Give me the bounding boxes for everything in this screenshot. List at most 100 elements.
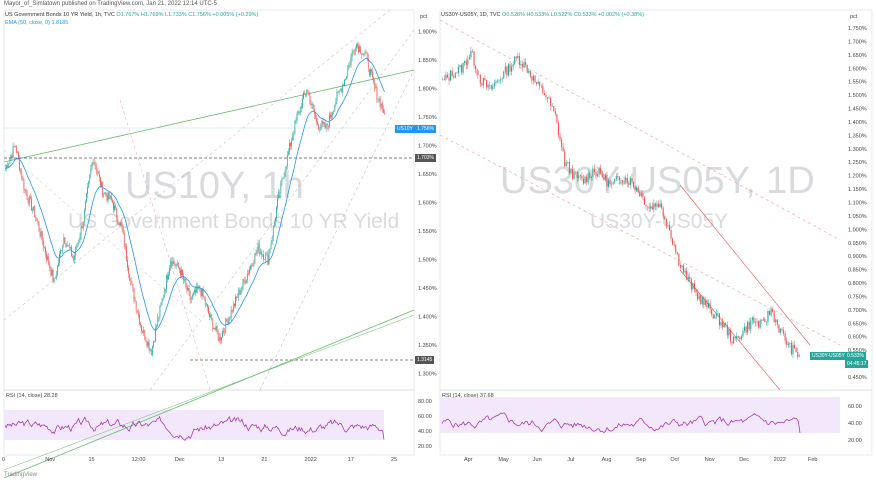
- candle-body: [322, 121, 324, 124]
- y-tick-label: 1.200%: [848, 174, 867, 180]
- candle-body: [132, 284, 134, 289]
- candle-body: [333, 111, 335, 113]
- candle-body: [545, 95, 547, 98]
- candle-body: [268, 252, 270, 265]
- candle-body: [456, 72, 458, 74]
- candle-body: [329, 114, 330, 127]
- candle-body: [707, 303, 710, 308]
- candle-body: [662, 208, 664, 217]
- candle-body: [349, 64, 351, 66]
- candle-body: [772, 309, 774, 313]
- left-legend: US Government Bonds 10 YR Yield, 1h, TVC…: [5, 11, 258, 27]
- candle-body: [109, 195, 111, 200]
- candle-body: [582, 178, 585, 184]
- candle-body: [289, 142, 290, 152]
- candle-body: [202, 289, 204, 297]
- x-tick-label: 21: [261, 457, 267, 463]
- candle-body: [657, 203, 660, 207]
- candle-body: [82, 222, 84, 229]
- candle-body: [622, 180, 624, 182]
- right-x-axis: Apr May Jun Jul Aug Sep Oct Nov Dec 2022 Feb: [464, 457, 817, 463]
- candle-body: [209, 313, 210, 318]
- candle-body: [507, 64, 509, 76]
- candle-body: [242, 279, 244, 288]
- candle-body: [611, 183, 613, 185]
- candle-body: [676, 252, 678, 254]
- rsi-tick-label: 60.00: [848, 404, 862, 410]
- candle-body: [184, 279, 186, 281]
- rsi-tick-label: 40.00: [848, 421, 862, 427]
- candle-body: [221, 337, 222, 341]
- candle-body: [743, 326, 746, 331]
- candle-body: [517, 55, 519, 59]
- candle-body: [62, 244, 64, 251]
- candle-body: [339, 89, 341, 91]
- candle-body: [240, 290, 242, 295]
- candle-body: [325, 124, 327, 129]
- candle-body: [637, 187, 639, 192]
- x-tick-label: 2022: [305, 457, 317, 463]
- candle-body: [277, 198, 278, 208]
- candle-body: [180, 270, 181, 276]
- candle-body: [194, 289, 195, 293]
- candle-body: [266, 254, 268, 256]
- candle-body: [167, 275, 168, 280]
- y-tick-label: 0.550%: [848, 348, 867, 354]
- candle-body: [25, 190, 27, 194]
- candle-body: [308, 91, 310, 96]
- candle-body: [230, 309, 232, 318]
- candle-body: [354, 48, 356, 52]
- candle-body: [343, 85, 344, 86]
- rsi-tick-label: 20.00: [418, 444, 432, 450]
- candle-body: [597, 174, 599, 177]
- candle-body: [573, 171, 575, 179]
- candle-body: [131, 281, 133, 285]
- candle-body: [446, 74, 449, 78]
- candle-body: [135, 301, 137, 311]
- candle-body: [299, 106, 301, 114]
- y-tick-label: 0.750%: [848, 294, 867, 300]
- right-trendlines: [439, 19, 841, 391]
- candle-body: [248, 273, 249, 275]
- candle-body: [506, 66, 508, 76]
- candle-body: [163, 291, 165, 298]
- candle-body: [58, 263, 59, 267]
- rsi-tick-label: 20.00: [848, 438, 862, 444]
- candle-body: [490, 85, 492, 89]
- candle-body: [92, 162, 94, 164]
- candle-body: [141, 325, 142, 331]
- candle-body: [556, 114, 558, 123]
- x-tick-label: Jul: [567, 457, 574, 463]
- candle-body: [512, 64, 514, 67]
- candle-body: [183, 275, 185, 281]
- candle-body: [603, 177, 605, 180]
- candle-body: [700, 295, 702, 305]
- candle-body: [326, 124, 328, 126]
- candle-body: [374, 81, 376, 88]
- candle-body: [742, 330, 744, 337]
- candle-body: [361, 53, 363, 55]
- candle-body: [359, 46, 361, 53]
- y-tick-label: 1.000%: [848, 227, 867, 233]
- candle-body: [451, 70, 453, 77]
- candle-body: [689, 276, 691, 280]
- candle-body: [215, 326, 217, 330]
- candle-body: [93, 162, 95, 163]
- candle-body: [734, 336, 736, 339]
- y-tick-label: 1.350%: [418, 343, 437, 349]
- candle-body: [303, 92, 304, 99]
- candle-body: [204, 299, 206, 306]
- y-tick-label: 1.700%: [848, 39, 867, 45]
- x-tick-label: Dec: [739, 457, 749, 463]
- candle-body: [6, 165, 7, 169]
- candle-body: [722, 321, 724, 328]
- candle-body: [515, 56, 517, 59]
- candle-body: [761, 320, 763, 321]
- candle-body: [61, 250, 63, 251]
- candle-body: [460, 65, 463, 73]
- candle-body: [292, 136, 294, 141]
- candle-body: [254, 253, 256, 264]
- candle-body: [712, 314, 714, 319]
- candle-body: [188, 288, 190, 293]
